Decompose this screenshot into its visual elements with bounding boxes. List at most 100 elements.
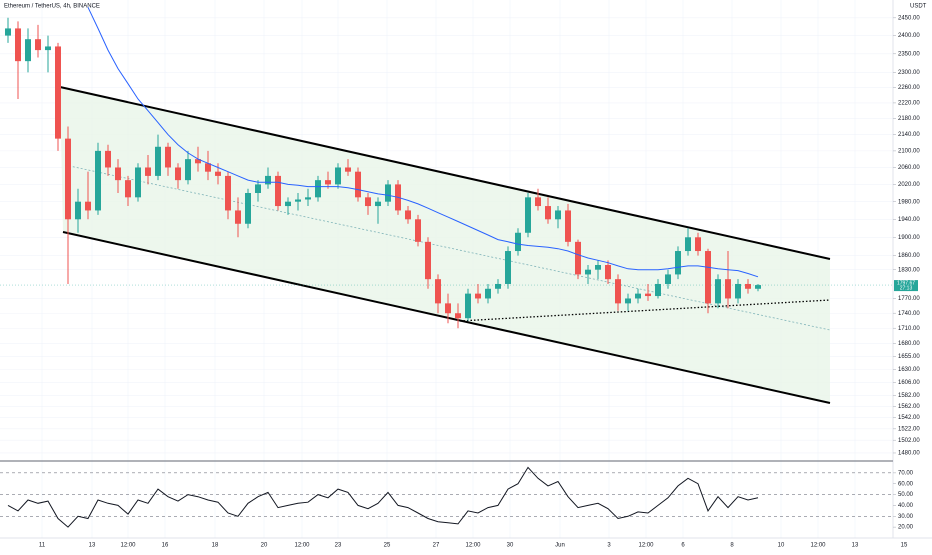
candle-body [255,184,261,194]
candle-body [85,201,91,211]
y-tick-label: 2300.00 [898,70,920,76]
candle-body [685,237,691,252]
y-tick-label: 1860.00 [898,253,920,259]
chart-title: Ethereum / TetherUS, 4h, BINANCE [4,4,100,10]
y-tick-label: 1900.00 [898,235,920,241]
candle-body [195,159,201,164]
candle-body [325,180,331,185]
candle-body [115,167,121,181]
candle-body [645,293,651,297]
y-tick-label: 2350.00 [898,51,920,57]
candle-body [665,274,671,284]
y-tick-label: 20.00 [898,525,914,531]
candle-body [405,210,411,220]
candle-body [565,210,571,242]
candle-body [485,288,491,299]
y-tick-label: 2140.00 [898,132,920,138]
y-tick-label: 2220.00 [898,100,920,106]
x-tick-label: 15 [901,543,908,549]
y-tick-label: 1680.00 [898,341,920,347]
candle-body [275,175,281,207]
axis-label: USDT [910,4,927,10]
candle-body [585,269,591,275]
candle-body [65,138,71,220]
last-price-box [894,280,918,292]
y-tick-label: 1830.00 [898,267,920,273]
candle-body [175,167,181,181]
candle-body [295,199,301,202]
candle-body [525,197,531,233]
candle-body [725,279,731,299]
y-tick-label: 1630.00 [898,367,920,373]
candle-body [125,180,131,198]
y-tick-label: 1655.00 [898,354,920,360]
candle-body [505,251,511,284]
candle-body [555,210,561,220]
y-tick-label: 1740.00 [898,311,920,317]
y-tick-label: 1542.00 [898,415,920,421]
x-tick-label: 16 [162,543,169,549]
y-tick-label: 2450.00 [898,15,920,21]
y-tick-label: 2180.00 [898,116,920,122]
candle-body [335,167,341,185]
support-line [459,299,831,322]
candle-body [355,171,361,198]
candle-body [155,146,161,176]
candle-body [285,201,291,207]
x-tick-label: 3 [607,543,611,549]
candle-body [105,150,111,168]
y-tick-label: 2100.00 [898,148,920,154]
candle-body [625,298,631,304]
y-tick-label: 30.00 [898,514,914,520]
x-tick-label: 6 [681,543,685,549]
candle-body [745,283,751,289]
rsi-line [7,466,759,528]
candle-body [35,39,41,51]
candle-body [655,283,661,297]
candle-body [435,279,441,304]
candle-body [575,241,581,275]
x-tick-label: 12:00 [638,543,654,549]
candle-body [695,237,701,252]
candle-body [675,251,681,275]
y-tick-label: 2020.00 [898,182,920,188]
y-tick-label: 1710.00 [898,326,920,332]
candle-body [185,159,191,181]
channel-fill [60,87,830,403]
candle-body [75,201,81,220]
y-tick-label: 70.00 [898,470,914,476]
candle-body [5,28,11,36]
candle-body [715,279,721,304]
x-tick-label: 20 [261,543,268,549]
y-tick-label: 1562.00 [898,404,920,410]
countdown-label: 27:13 [900,285,913,291]
y-tick-label: 1980.00 [898,199,920,205]
candle-body [315,180,321,198]
y-tick-label: 1582.00 [898,393,920,399]
last-price-label: 1797.67 [897,280,915,286]
x-tick-label: 10 [778,543,785,549]
x-tick-label: 18 [212,543,219,549]
candle-body [245,193,251,224]
candle-body [135,167,141,198]
candle-body [605,264,611,280]
y-tick-label: 2060.00 [898,165,920,171]
candle-body [615,279,621,304]
candle-body [515,232,521,252]
candle-body [145,167,151,176]
y-tick-label: 60.00 [898,481,914,487]
y-tick-label: 1480.00 [898,451,920,457]
candle-body [225,175,231,211]
candle-body [595,264,601,270]
channel-lower [62,231,831,404]
candle-body [205,163,211,172]
x-tick-label: 12:00 [294,543,310,549]
y-tick-label: 1606.00 [898,380,920,386]
candle-body [215,171,221,176]
channel-midline [64,164,831,331]
candle-body [265,175,271,185]
candle-body [445,303,451,314]
drawings [59,86,831,404]
moving-average [87,7,759,278]
candle-body [55,46,61,139]
